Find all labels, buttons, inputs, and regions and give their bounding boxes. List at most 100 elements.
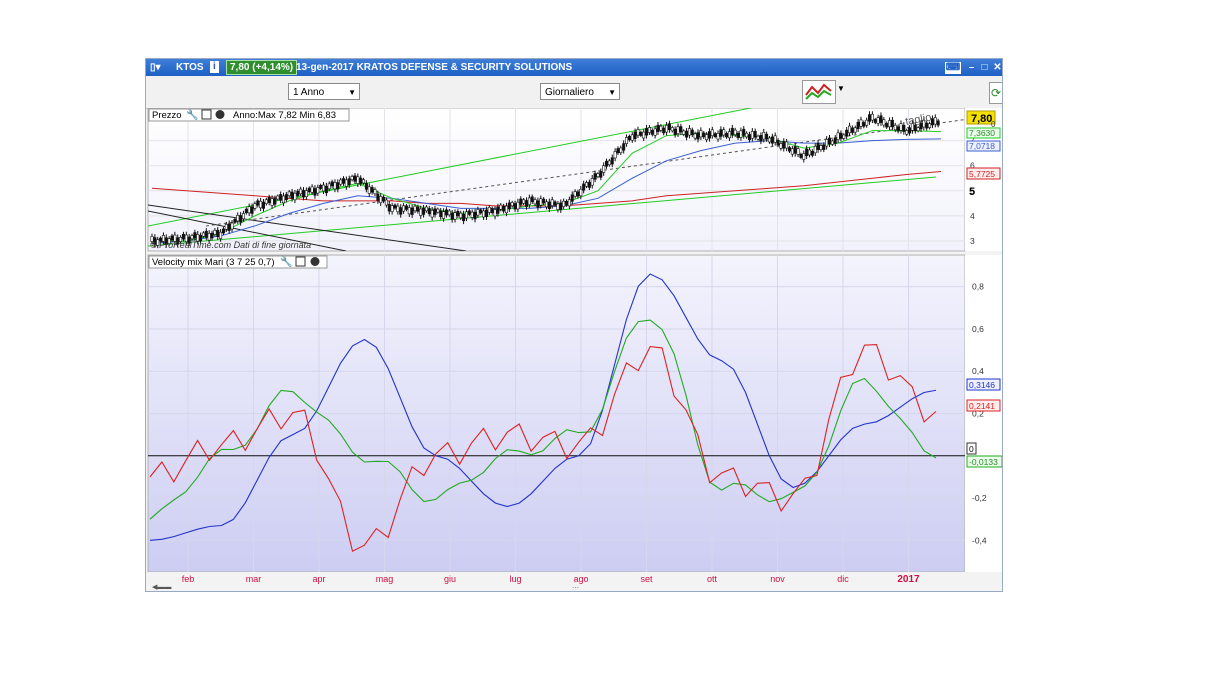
price-candle-body: [759, 135, 763, 142]
price-candle-body: [810, 150, 814, 156]
price-candle-body: [793, 146, 797, 154]
price-candle-body: [204, 230, 208, 238]
price-panel: [147, 108, 966, 252]
price-candle-body: [865, 119, 869, 126]
price-candle-body: [722, 129, 726, 136]
price-candle-body: [736, 132, 740, 139]
scroll-controls[interactable]: ◀▬▬ ⋯: [152, 584, 579, 592]
price-candle-body: [813, 146, 817, 154]
price-candle-body: [690, 129, 694, 136]
minimize-icon[interactable]: –: [968, 62, 975, 73]
refresh-icon[interactable]: ⟳: [989, 82, 1002, 104]
candle-icon[interactable]: ▯▾: [150, 62, 161, 73]
indicator-label: Velocity mix Mari (3 7 25 0,7): [152, 257, 275, 268]
price-tick-label: 6: [970, 161, 975, 171]
interval-select[interactable]: Giornaliero ▼: [540, 83, 620, 100]
price-candle-body: [859, 119, 863, 127]
price-candle-body: [890, 119, 894, 128]
price-candle-body: [324, 185, 328, 194]
price-candle-body: [682, 130, 686, 135]
close-icon[interactable]: [310, 257, 320, 266]
indicator-tick-label: 0,6: [972, 324, 984, 334]
month-label: mag: [376, 574, 394, 584]
ticker-label[interactable]: KTOS: [176, 62, 204, 73]
price-candle-body: [270, 198, 274, 206]
price-candle-body: [276, 195, 280, 200]
price-candle-body: [459, 212, 463, 219]
price-candle-body: [542, 198, 546, 204]
price-candle-body: [264, 199, 268, 204]
price-candle-body: [464, 211, 468, 219]
price-candle-body: [287, 191, 291, 197]
price-candle-body: [339, 179, 343, 185]
price-candle-body: [725, 133, 729, 138]
price-candle-body: [627, 136, 631, 141]
close-icon[interactable]: [215, 110, 225, 119]
price-candle-body: [639, 131, 643, 136]
scroll-left-icon[interactable]: ◀▬▬: [152, 584, 171, 591]
price-candle-body: [161, 235, 165, 242]
chevron-down-icon[interactable]: ▼: [837, 84, 845, 93]
price-candle-body: [873, 119, 877, 123]
price-candle-body: [199, 234, 203, 242]
price-candle-body: [396, 205, 400, 213]
month-label: ott: [707, 574, 718, 584]
price-candle-body: [616, 148, 620, 154]
price-tick-label: 4: [970, 211, 975, 221]
price-candle-body: [868, 114, 872, 122]
price-candle-body: [902, 124, 906, 132]
price-candle-body: [184, 234, 188, 243]
price-candle-body: [482, 210, 486, 218]
price-candle-body: [653, 128, 657, 136]
window-icon[interactable]: [201, 109, 212, 120]
zero-badge: [966, 442, 977, 455]
blue-line-value: 0,3146: [969, 380, 995, 390]
close-icon[interactable]: ✕: [993, 62, 1002, 73]
price-candle-body: [622, 143, 626, 151]
indicators-icon[interactable]: [802, 80, 836, 104]
price-candle-body: [433, 208, 437, 215]
price-candle-body: [470, 211, 474, 218]
price-candle-body: [770, 136, 774, 144]
price-candle-body: [413, 205, 417, 212]
price-candle-body: [876, 117, 880, 124]
price-candle-body: [456, 211, 460, 217]
price-candle-body: [173, 234, 177, 242]
price-candle-body: [830, 140, 834, 145]
price-candle-body: [825, 139, 829, 147]
price-candle-body: [273, 198, 277, 205]
price-candle-body: [302, 190, 306, 198]
title-bar: ▯▾ KTOS i 7,80 (+4,14%) 13-gen-2017 KRAT…: [146, 59, 1002, 76]
price-candle-body: [579, 188, 583, 197]
info-icon[interactable]: i: [210, 61, 219, 73]
price-candle-body: [928, 123, 932, 128]
price-candle-body: [833, 137, 837, 144]
period-select[interactable]: 1 Anno ▼: [288, 83, 360, 100]
price-candle-body: [490, 208, 494, 213]
maximize-icon[interactable]: □: [981, 62, 988, 73]
price-candle-body: [919, 122, 923, 130]
price-candle-body: [216, 229, 220, 238]
price-candle-body: [402, 205, 406, 212]
price-candle-body: [299, 188, 303, 195]
wrench-icon[interactable]: 🔧: [280, 255, 292, 268]
resize-handle-icon[interactable]: ⋯: [572, 585, 579, 592]
price-candle-body: [733, 129, 737, 135]
price-candle-body: [805, 148, 809, 156]
price-candle-body: [802, 153, 806, 160]
price-candle-body: [230, 222, 234, 230]
price-candle-body: [507, 202, 511, 210]
price-candle-body: [153, 237, 157, 245]
window-icon[interactable]: [295, 256, 306, 267]
slow-ma-value: 5,7725: [969, 169, 995, 179]
price-candle-body: [687, 128, 691, 136]
price-candle-body: [850, 127, 854, 133]
price-grid: [148, 108, 965, 251]
price-candle-body: [676, 126, 680, 134]
price-candle-body: [233, 218, 237, 223]
price-candle-body: [193, 232, 197, 239]
price-candle-body: [790, 148, 794, 155]
keyboard-icon[interactable]: ⌨: [945, 62, 961, 74]
data-source-label: © ProRealTime.com Dati di fine giornata: [150, 240, 311, 250]
wrench-icon[interactable]: 🔧: [186, 108, 198, 121]
